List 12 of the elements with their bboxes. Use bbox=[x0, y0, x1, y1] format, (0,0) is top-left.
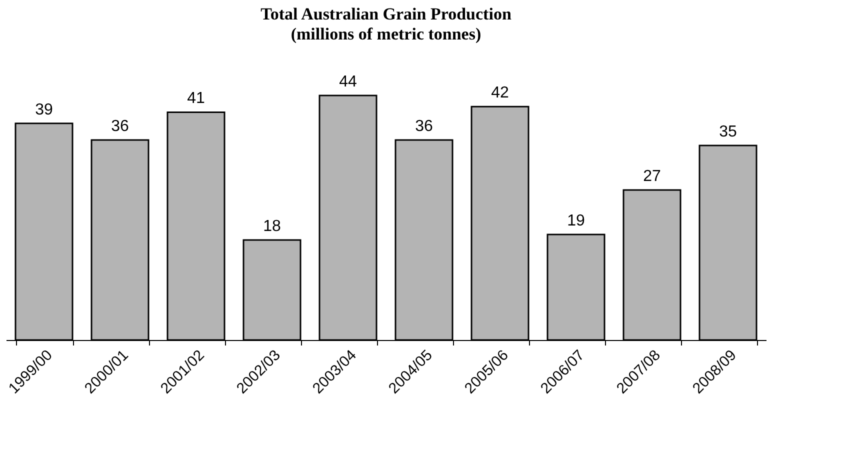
data-label: 35 bbox=[719, 124, 737, 141]
data-label: 18 bbox=[263, 218, 281, 235]
data-label: 39 bbox=[35, 101, 53, 118]
data-label: 27 bbox=[643, 168, 661, 185]
data-label: 36 bbox=[111, 118, 129, 135]
data-label: 41 bbox=[187, 90, 205, 108]
chart-subtitle: (millions of metric tonnes) bbox=[290, 24, 482, 44]
data-label: 36 bbox=[415, 118, 433, 135]
data-label: 42 bbox=[491, 84, 509, 102]
data-label: 19 bbox=[567, 212, 585, 230]
data-label: 44 bbox=[339, 74, 357, 91]
chart-title: Total Australian Grain Production bbox=[260, 4, 512, 24]
